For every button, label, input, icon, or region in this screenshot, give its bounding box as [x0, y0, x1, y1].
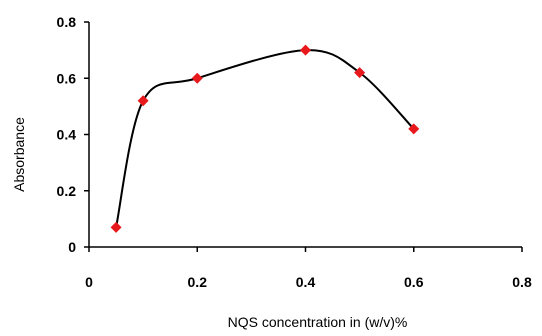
- data-point-marker: [110, 221, 122, 233]
- x-tick-label: 0.6: [404, 274, 424, 290]
- axes: [84, 21, 523, 252]
- x-tick-label: 0.2: [188, 274, 208, 290]
- x-axis-title: NQS concentration in (w/v)%: [228, 314, 408, 330]
- data-point-marker: [408, 123, 420, 135]
- data-point-marker: [137, 95, 149, 107]
- y-tick-label: 0.4: [57, 127, 77, 143]
- x-tick-label: 0: [85, 274, 93, 290]
- series-line: [115, 49, 415, 228]
- y-tick-label: 0: [68, 239, 76, 255]
- data-point-marker: [300, 44, 311, 56]
- y-tick-label: 0.6: [57, 70, 77, 86]
- x-tick-label: 0.8: [512, 274, 532, 290]
- data-point-marker: [191, 72, 203, 84]
- y-tick-label: 0.8: [57, 14, 77, 30]
- y-tick-label: 0.2: [57, 183, 77, 199]
- x-tick-label: 0.4: [296, 274, 316, 290]
- y-axis-title: Absorbance: [11, 117, 27, 192]
- data-point-marker: [354, 67, 366, 79]
- data-markers: [110, 44, 420, 233]
- tick-labels: 0 0.2 0.4 0.6 0.8 0 0.2 0.4 0.6 0.8: [57, 14, 532, 290]
